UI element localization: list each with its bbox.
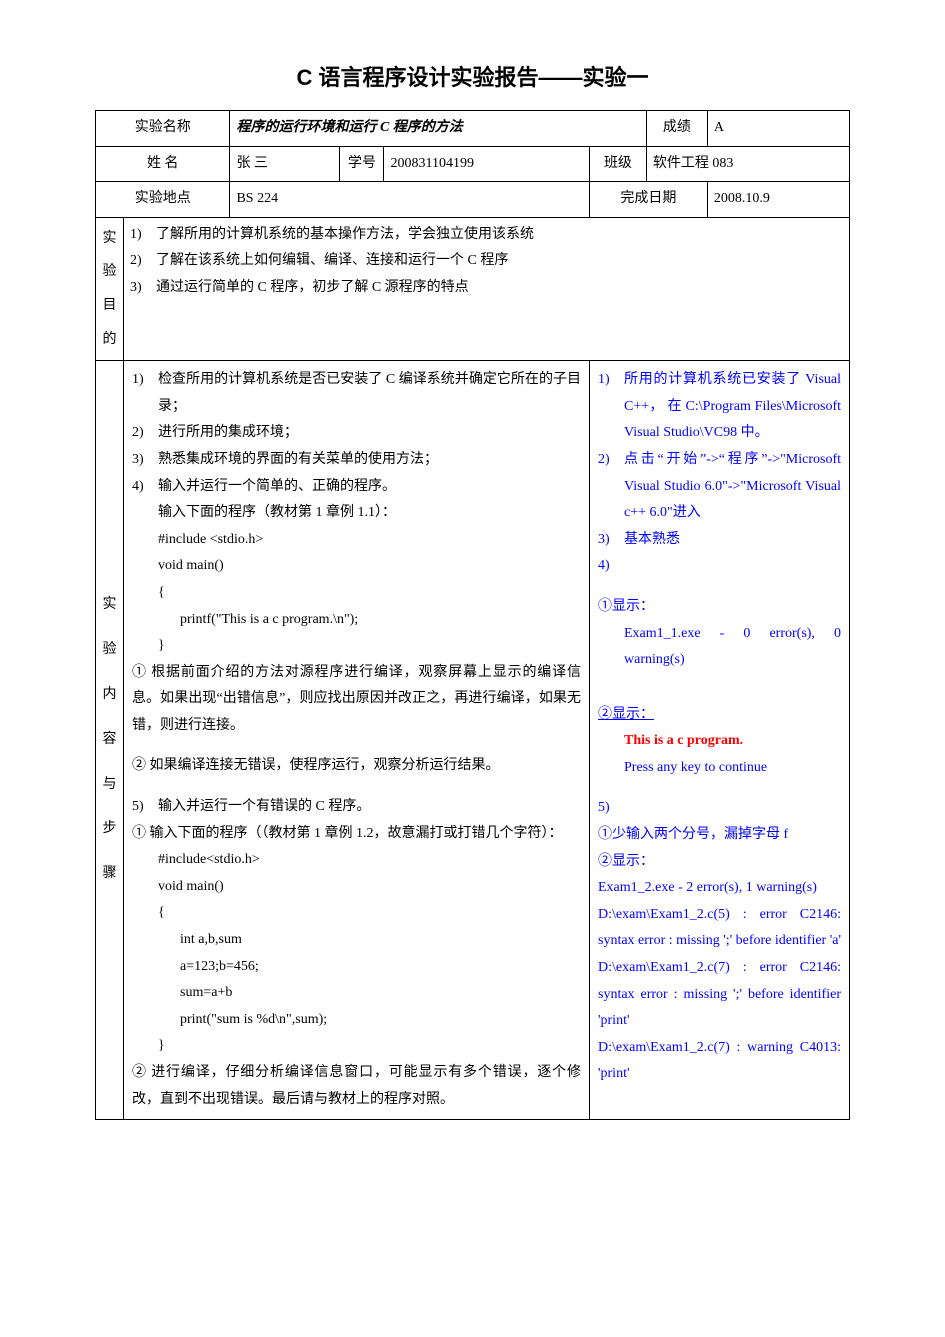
code1-l2: void main(): [132, 553, 581, 580]
right-err3: D:\exam\Exam1_2.c(7) : error C2146: synt…: [598, 955, 841, 1035]
left-5: 输入并运行一个有错误的 C 程序。: [158, 794, 581, 821]
code2-l3: {: [132, 900, 581, 927]
label-content: 实验内容与步骤: [96, 361, 124, 1120]
right-1: 所用的计算机系统已安装了 Visual C++， 在 C:\Program Fi…: [624, 367, 841, 447]
left-5a: ① 输入下面的程序（（教材第 1 章例 1.2，故意漏打或打错几个字符）：: [132, 821, 581, 848]
right-4: [624, 553, 841, 580]
value-date: 2008.10.9: [707, 182, 849, 218]
label-id: 学号: [340, 146, 384, 182]
right-d2a: This is a c program.: [598, 728, 841, 755]
code2-l6: sum=a+b: [132, 980, 581, 1007]
row-content: 实验内容与步骤 1)检查所用的计算机系统是否已安装了 C 编译系统并确定它所在的…: [96, 361, 850, 1120]
right-err4: D:\exam\Exam1_2.c(7) : warning C4013: 'p…: [598, 1035, 841, 1088]
label-class: 班级: [590, 146, 647, 182]
right-d5b: ②显示：: [598, 849, 841, 876]
code2-l5: a=123;b=456;: [132, 954, 581, 981]
value-grade: A: [707, 111, 849, 147]
code1-l4: printf("This is a c program.\n");: [132, 607, 581, 634]
code2-l4: int a,b,sum: [132, 927, 581, 954]
value-id: 200831104199: [384, 146, 590, 182]
row-name: 姓 名 张 三 学号 200831104199 班级 软件工程 083: [96, 146, 850, 182]
left-p2: ② 如果编译连接无错误，使程序运行，观察分析运行结果。: [132, 753, 581, 780]
left-2: 进行所用的集成环境；: [158, 420, 581, 447]
value-class: 软件工程 083: [646, 146, 849, 182]
label-exp-name: 实验名称: [96, 111, 230, 147]
right-2: 点击“开始”->“程序”->"Microsoft Visual Studio 6…: [624, 447, 841, 527]
value-location: BS 224: [230, 182, 590, 218]
right-d2l: ②显示：: [598, 702, 841, 729]
left-p3: ② 进行编译，仔细分析编译信息窗口，可能显示有多个错误，逐个修改，直到不出现错误…: [132, 1060, 581, 1113]
label-location: 实验地点: [96, 182, 230, 218]
code1-l5: }: [132, 633, 581, 660]
label-name: 姓 名: [96, 146, 230, 182]
right-3: 基本熟悉: [624, 527, 841, 554]
left-4b: 输入下面的程序（教材第 1 章例 1.1）：: [132, 500, 581, 527]
value-exp-title: 程序的运行环境和运行 C 程序的方法: [230, 111, 646, 147]
value-name: 张 三: [230, 146, 340, 182]
content-right: 1)所用的计算机系统已安装了 Visual C++， 在 C:\Program …: [590, 361, 850, 1120]
page-title: C 语言程序设计实验报告——实验一: [95, 60, 850, 92]
right-d2b: Press any key to continue: [598, 755, 841, 782]
code2-l7: print("sum is %d\n",sum);: [132, 1007, 581, 1034]
goal-3: 通过运行简单的 C 程序，初步了解 C 源程序的特点: [156, 275, 843, 302]
row-location: 实验地点 BS 224 完成日期 2008.10.9: [96, 182, 850, 218]
left-3: 熟悉集成环境的界面的有关菜单的使用方法；: [158, 447, 581, 474]
right-d5a: ①少输入两个分号，漏掉字母 f: [598, 822, 841, 849]
goal-1: 了解所用的计算机系统的基本操作方法，学会独立使用该系统: [156, 222, 843, 249]
left-4: 输入并运行一个简单的、正确的程序。: [158, 474, 581, 501]
label-grade: 成绩: [646, 111, 707, 147]
code2-l2: void main(): [132, 874, 581, 901]
code1-l1: #include <stdio.h>: [132, 527, 581, 554]
value-goals: 1)了解所用的计算机系统的基本操作方法，学会独立使用该系统 2)了解在该系统上如…: [124, 217, 850, 360]
right-5: [624, 795, 841, 822]
right-err2: D:\exam\Exam1_2.c(5) : error C2146: synt…: [598, 902, 841, 955]
goal-2: 了解在该系统上如何编辑、编译、连接和运行一个 C 程序: [156, 248, 843, 275]
label-goals: 实验目的: [96, 217, 124, 360]
code2-l8: }: [132, 1033, 581, 1060]
label-date: 完成日期: [590, 182, 708, 218]
left-p1: ① 根据前面介绍的方法对源程序进行编译，观察屏幕上显示的编译信息。如果出现“出错…: [132, 660, 581, 740]
row-goals: 实验目的 1)了解所用的计算机系统的基本操作方法，学会独立使用该系统 2)了解在…: [96, 217, 850, 360]
code1-l3: {: [132, 580, 581, 607]
right-d1a: Exam1_1.exe - 0 error(s), 0 warning(s): [598, 621, 841, 674]
right-d1l: ①显示：: [598, 594, 841, 621]
report-table: 实验名称 程序的运行环境和运行 C 程序的方法 成绩 A 姓 名 张 三 学号 …: [95, 110, 850, 1120]
right-err1: Exam1_2.exe - 2 error(s), 1 warning(s): [598, 875, 841, 902]
left-1: 检查所用的计算机系统是否已安装了 C 编译系统并确定它所在的子目录；: [158, 367, 581, 420]
content-left: 1)检查所用的计算机系统是否已安装了 C 编译系统并确定它所在的子目录； 2)进…: [124, 361, 590, 1120]
row-exp-name: 实验名称 程序的运行环境和运行 C 程序的方法 成绩 A: [96, 111, 850, 147]
code2-l1: #include<stdio.h>: [132, 847, 581, 874]
